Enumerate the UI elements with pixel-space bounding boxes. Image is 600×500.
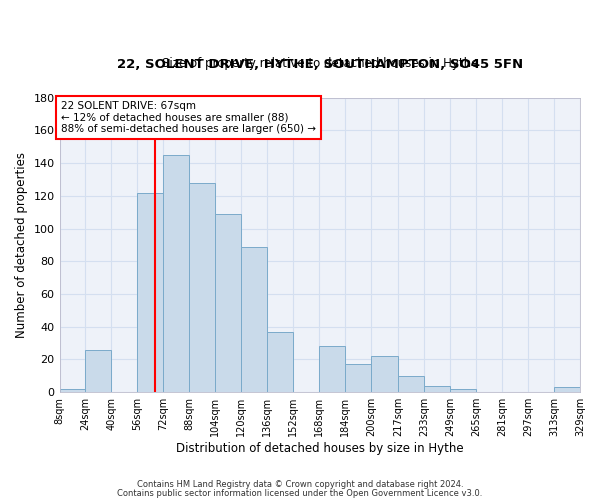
Bar [345,364,371,392]
Bar [85,350,112,392]
Bar [554,388,580,392]
X-axis label: Distribution of detached houses by size in Hythe: Distribution of detached houses by size … [176,442,464,455]
Bar [371,356,398,392]
Bar [319,346,345,392]
Bar [241,246,267,392]
Text: Contains public sector information licensed under the Open Government Licence v3: Contains public sector information licen… [118,489,482,498]
Bar [163,155,189,392]
Bar [189,182,215,392]
Bar [450,389,476,392]
Title: Size of property relative to detached houses in Hythe: Size of property relative to detached ho… [161,57,478,70]
Bar [137,192,163,392]
Text: 22 SOLENT DRIVE: 67sqm
← 12% of detached houses are smaller (88)
88% of semi-det: 22 SOLENT DRIVE: 67sqm ← 12% of detached… [61,101,316,134]
Y-axis label: Number of detached properties: Number of detached properties [15,152,28,338]
Text: 22, SOLENT DRIVE, HYTHE, SOUTHAMPTON, SO45 5FN: 22, SOLENT DRIVE, HYTHE, SOUTHAMPTON, SO… [117,58,523,71]
Bar [424,386,450,392]
Bar [215,214,241,392]
Bar [267,332,293,392]
Text: Contains HM Land Registry data © Crown copyright and database right 2024.: Contains HM Land Registry data © Crown c… [137,480,463,489]
Bar [398,376,424,392]
Bar [59,389,85,392]
